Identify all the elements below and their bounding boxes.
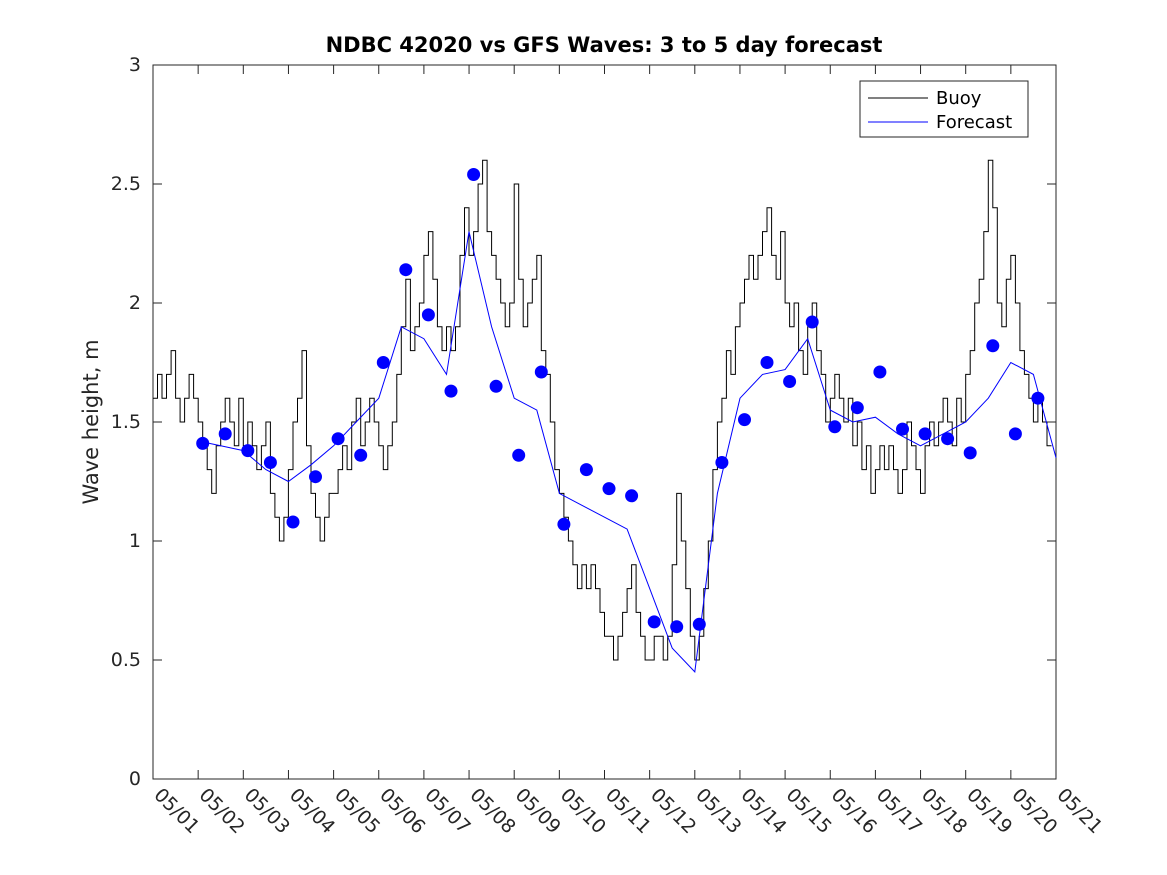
legend-box [859, 80, 1029, 138]
y-axis-title: Wave height, m [79, 339, 103, 504]
forecast-marker [399, 263, 413, 277]
forecast-marker [850, 401, 864, 415]
chart-title: NDBC 42020 vs GFS Waves: 3 to 5 day fore… [326, 33, 883, 57]
forecast-marker [557, 517, 571, 531]
forecast-marker [579, 463, 593, 477]
forecast-marker [941, 432, 955, 446]
legend-forecast-label: Forecast [936, 112, 1012, 133]
forecast-marker [489, 379, 503, 393]
forecast-marker [512, 448, 526, 462]
y-tick-label: 2 [129, 292, 141, 314]
forecast-marker [873, 365, 887, 379]
forecast-marker [421, 308, 435, 322]
forecast-marker [331, 432, 345, 446]
forecast-marker [534, 365, 548, 379]
buoy-series-line [153, 159, 1052, 661]
y-tick-label: 1.5 [111, 411, 141, 433]
legend-buoy-label: Buoy [936, 88, 982, 109]
plot-frame [152, 64, 1057, 780]
forecast-marker [828, 420, 842, 434]
forecast-marker [241, 444, 255, 458]
forecast-marker [738, 413, 751, 427]
y-tick-label: 1 [129, 530, 141, 552]
y-tick-label: 0.5 [111, 649, 141, 671]
forecast-marker [263, 456, 277, 469]
forecast-marker [354, 448, 368, 462]
y-tick-label: 3 [129, 54, 141, 76]
y-tick-label: 0 [129, 768, 141, 790]
forecast-marker [805, 315, 819, 329]
forecast-marker [692, 617, 706, 631]
forecast-marker [196, 436, 210, 450]
forecast-marker [647, 615, 661, 629]
forecast-marker [963, 446, 977, 460]
forecast-marker [783, 375, 797, 388]
forecast-marker [376, 356, 390, 369]
forecast-marker [218, 427, 232, 441]
forecast-marker [1008, 427, 1022, 441]
forecast-marker [918, 427, 932, 441]
forecast-marker [444, 384, 458, 398]
forecast-marker [715, 456, 729, 469]
forecast-marker [670, 620, 684, 634]
forecast-marker [1031, 391, 1045, 405]
forecast-marker [760, 356, 774, 369]
forecast-marker [286, 515, 300, 529]
forecast-marker [625, 489, 639, 503]
plot-area: 00.511.522.5305/0105/0205/0305/0405/0505… [111, 54, 1107, 838]
forecast-marker [309, 470, 322, 484]
forecast-marker [602, 482, 616, 496]
y-tick-label: 2.5 [111, 173, 141, 195]
forecast-marker [986, 339, 1000, 353]
forecast-marker [467, 168, 481, 181]
forecast-marker [896, 422, 909, 436]
